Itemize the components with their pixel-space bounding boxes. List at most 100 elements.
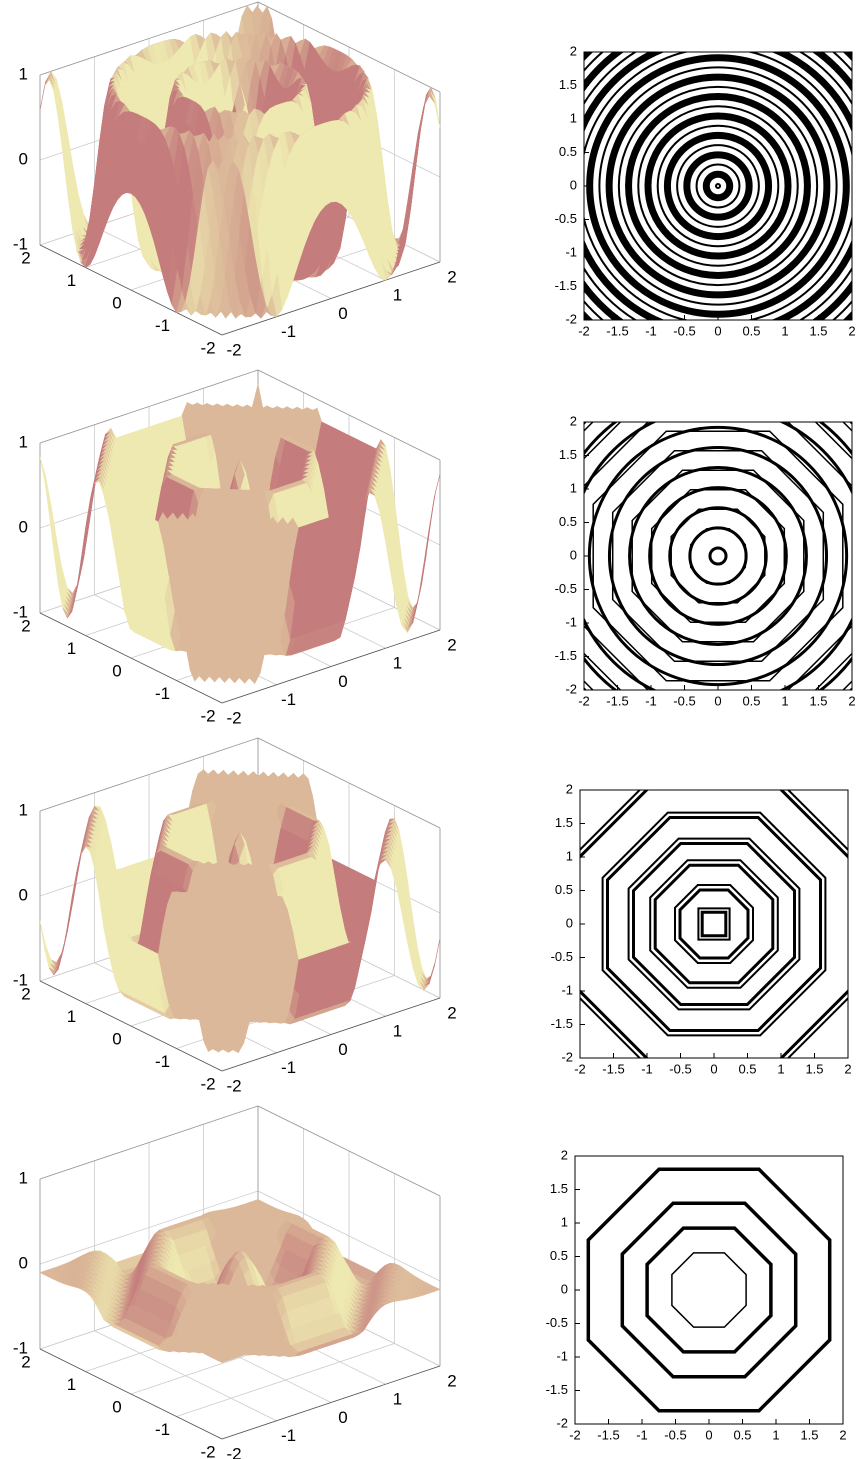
box-edge xyxy=(257,1,441,93)
y-tick-label: -1 xyxy=(281,690,296,709)
x-tick-label: -1 xyxy=(645,693,657,708)
contour-line xyxy=(584,422,852,690)
y-tick-label: 0 xyxy=(570,177,577,192)
y-tick-label: 2 xyxy=(570,43,577,58)
x-tick-label: -1 xyxy=(155,1052,170,1071)
y-tick-label: 0.5 xyxy=(559,514,577,529)
y-tick-label: 0 xyxy=(338,672,347,691)
y-tick-label: 1 xyxy=(393,1022,402,1041)
x-tick-label: -0.5 xyxy=(673,693,695,708)
x-tick-label: -2 xyxy=(200,1074,215,1093)
x-tick-label: 2 xyxy=(21,248,30,267)
y-tick-label: 1.5 xyxy=(559,77,577,92)
contour-plot: -2 -1.5 -1 -0.5 0 0.5 1 1.5 2-2-1.5-1-0.500.511.… xyxy=(555,413,856,708)
y-tick-label: -1 xyxy=(565,244,577,259)
contour-lines xyxy=(584,422,852,690)
y-tick-label: 1 xyxy=(570,110,577,125)
contour-line xyxy=(637,105,799,267)
y-tick-label: -2 xyxy=(226,1076,241,1095)
y-tick-label: -2 xyxy=(565,311,577,326)
contour-line xyxy=(663,131,773,241)
z-tick-label: -1 xyxy=(13,234,28,253)
x-tick-label: 2 xyxy=(21,616,30,635)
contour-line xyxy=(702,170,734,202)
axis-line xyxy=(39,244,223,336)
contour-lines xyxy=(584,52,852,320)
y-tick-label: -2 xyxy=(226,708,241,727)
y-tick-label: -0.5 xyxy=(555,211,577,226)
x-tick-label: 1.5 xyxy=(809,323,827,338)
x-tick-label: -1.5 xyxy=(606,323,628,338)
contour-line xyxy=(598,66,838,306)
contour-line xyxy=(631,469,805,643)
x-tick-label: -1.5 xyxy=(606,693,628,708)
contour-line xyxy=(607,445,829,667)
y-tick-label: -1 xyxy=(281,1058,296,1077)
z-tick-label: 1 xyxy=(19,64,28,83)
x-tick-label: 0 xyxy=(112,293,121,312)
x-tick-label: 0.5 xyxy=(742,323,760,338)
x-tick-label: 1 xyxy=(781,693,788,708)
y-tick-label: 1 xyxy=(570,480,577,495)
x-tick-label: 2 xyxy=(848,323,855,338)
y-tick-label: 1 xyxy=(393,286,402,305)
y-tick-label: -1 xyxy=(281,322,296,341)
axis-line xyxy=(221,261,441,336)
y-tick-label: 0 xyxy=(570,547,577,562)
x-tick-label: 0 xyxy=(112,661,121,680)
contour-line xyxy=(587,425,849,687)
surface xyxy=(39,4,441,320)
contour-line xyxy=(584,422,852,690)
x-tick-label: 0.5 xyxy=(742,693,760,708)
z-tick-label: 0 xyxy=(19,885,28,904)
y-tick-label: 0 xyxy=(338,304,347,323)
contour-line xyxy=(584,52,852,320)
y-tick-label: 2 xyxy=(447,635,456,654)
y-tick-label: -0.5 xyxy=(555,581,577,596)
surface-patch xyxy=(413,106,424,173)
y-tick-label: -2 xyxy=(226,340,241,359)
y-tick-label: 2 xyxy=(570,413,577,428)
x-tick-label: 2 xyxy=(848,693,855,708)
y-tick-label: -1.5 xyxy=(555,278,577,293)
x-tick-label: -1 xyxy=(645,323,657,338)
y-tick-label: 0 xyxy=(338,1040,347,1059)
x-tick-label: -0.5 xyxy=(673,323,695,338)
z-tick-label: 1 xyxy=(19,432,28,451)
x-tick-label: 1 xyxy=(67,271,76,290)
contour-plot: -2 -1.5 -1 -0.5 0 0.5 1 1.5 2 -2 -1.5 -1 -0.5 0 0.5 1 1.… xyxy=(555,43,856,338)
y-tick-label: 2 xyxy=(447,1003,456,1022)
y-tick-label: 1.5 xyxy=(559,447,577,462)
x-tick-label: 0 xyxy=(714,693,721,708)
y-tick-label: -1 xyxy=(565,614,577,629)
x-tick-label: 2 xyxy=(21,984,30,1003)
contour-line xyxy=(628,466,808,646)
contour-line xyxy=(656,124,780,248)
z-tick-label: 0 xyxy=(19,149,28,168)
y-tick-label: 1 xyxy=(393,654,402,673)
plot-frame xyxy=(583,421,853,691)
plot-frame xyxy=(583,51,853,321)
y-tick-label: -2 xyxy=(565,681,577,696)
surface-patch xyxy=(39,921,51,964)
contour-line xyxy=(625,93,811,279)
x-tick-label: 0 xyxy=(112,1029,121,1048)
contour-line xyxy=(714,182,722,190)
y-tick-label: 2 xyxy=(447,267,456,286)
contour-line xyxy=(605,73,831,299)
x-tick-label: 1 xyxy=(67,639,76,658)
box-edge xyxy=(39,1,259,76)
contour-line xyxy=(668,506,768,606)
x-tick-label: 1.5 xyxy=(809,693,827,708)
x-tick-label: -1 xyxy=(155,684,170,703)
x-tick-label: -2 xyxy=(200,338,215,357)
y-tick-label: 0.5 xyxy=(559,144,577,159)
x-tick-label: 1 xyxy=(781,323,788,338)
x-tick-label: -2 xyxy=(578,323,590,338)
x-tick-label: 0 xyxy=(714,323,721,338)
surface-patch xyxy=(419,91,431,133)
y-tick-label: -1.5 xyxy=(555,648,577,663)
